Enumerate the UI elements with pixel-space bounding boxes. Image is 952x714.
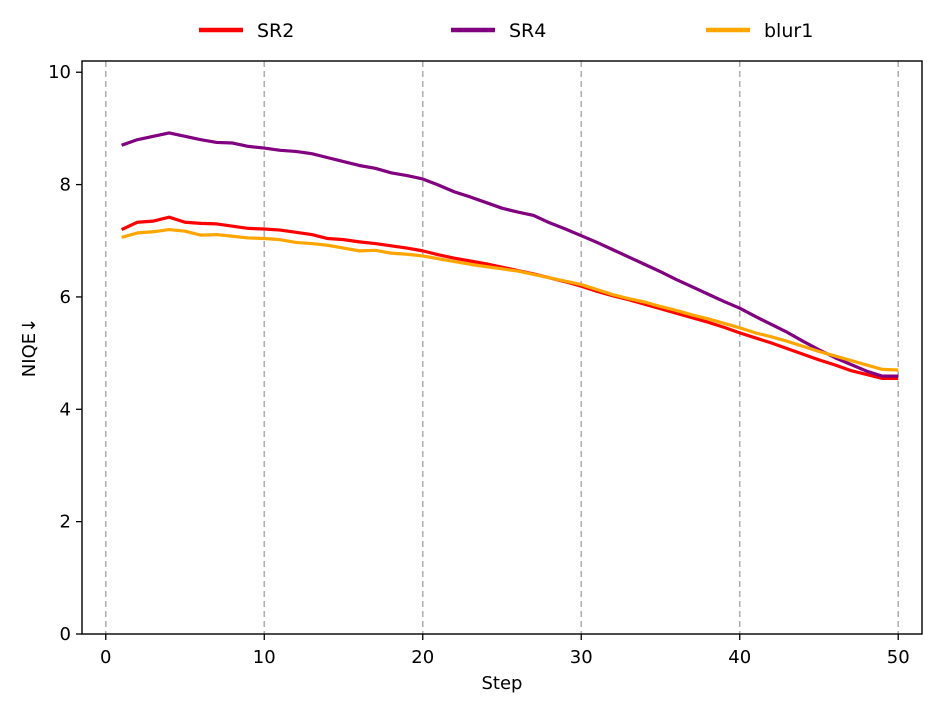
series-lines xyxy=(120,131,899,380)
y-tick-label: 10 xyxy=(48,62,71,83)
legend: SR2 SR4 blur1 xyxy=(199,20,813,42)
y-tick-label: 4 xyxy=(60,399,71,420)
gridlines xyxy=(104,61,900,634)
x-tick-label: 20 xyxy=(411,647,434,668)
x-tick-label: 0 xyxy=(100,647,111,668)
x-tick-label: 40 xyxy=(728,647,751,668)
legend-label-sr4: SR4 xyxy=(509,20,546,42)
y-tick-label: 6 xyxy=(60,287,71,308)
x-tick-label: 50 xyxy=(887,647,910,668)
series-line-sr2 xyxy=(120,215,899,380)
x-tick-label: 10 xyxy=(253,647,276,668)
x-tick-label: 30 xyxy=(570,647,593,668)
series-line-blur1 xyxy=(121,227,899,372)
legend-label-blur1: blur1 xyxy=(764,20,813,42)
y-axis-label: NIQE↓ xyxy=(19,318,40,377)
x-axis-label: Step xyxy=(482,673,523,694)
legend-label-sr2: SR2 xyxy=(257,20,294,42)
x-axis-ticks: 0 10 20 30 40 50 xyxy=(100,634,910,668)
y-axis-ticks: 0 2 4 6 8 10 xyxy=(48,62,82,645)
y-tick-label: 2 xyxy=(60,512,71,533)
series-line-sr4 xyxy=(121,131,899,378)
y-tick-label: 0 xyxy=(60,624,71,645)
y-tick-label: 8 xyxy=(60,175,71,196)
plot-area-frame xyxy=(81,60,923,635)
